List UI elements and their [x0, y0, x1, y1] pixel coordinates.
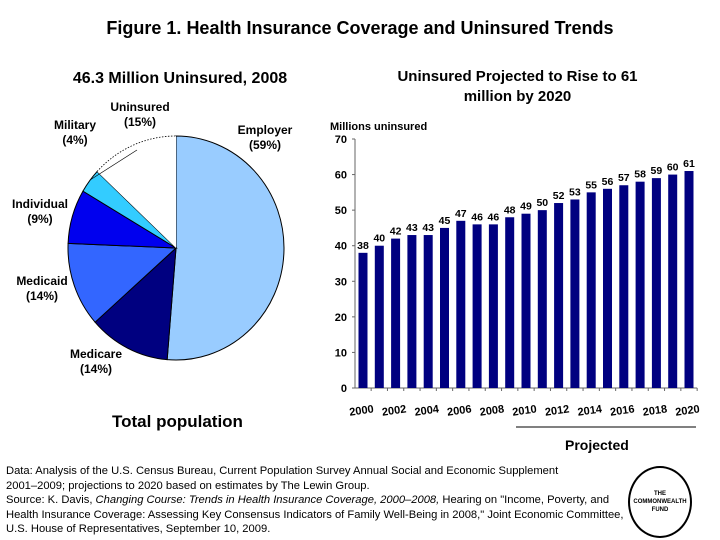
bar-2011 [537, 210, 547, 388]
data-note-line1: Data: Analysis of the U.S. Census Bureau… [6, 465, 559, 477]
bar-value-label: 46 [471, 211, 483, 223]
bar-2006 [456, 220, 466, 388]
x-tick-label: 2000 [349, 403, 375, 418]
bar-value-label: 53 [569, 186, 581, 198]
bar-2003 [407, 235, 417, 388]
bar-value-label: 56 [602, 176, 614, 188]
bar-value-label: 43 [406, 222, 418, 234]
bar-value-label: 55 [585, 179, 597, 191]
bar-2020 [684, 171, 694, 388]
bar-2019 [668, 174, 678, 388]
bar-value-label: 58 [634, 169, 646, 181]
x-tick-label: 2020 [675, 403, 701, 418]
y-tick-label: 40 [335, 241, 347, 253]
x-tick-label: 2010 [512, 403, 538, 418]
bar-value-label: 46 [488, 211, 500, 223]
x-tick-label: 2012 [544, 403, 570, 418]
pie-label-individual: Individual (9%) [11, 197, 68, 226]
y-tick-label: 0 [341, 383, 347, 395]
y-tick-label: 70 [335, 134, 347, 146]
bar-chart: 0 10 20 30 40 50 60 70 38 40 42 43 43 45 47 46 46 48 49 50 5… [335, 134, 701, 428]
pie-label-uninsured: Uninsured (15%) [110, 100, 170, 129]
bar-value-label: 43 [422, 222, 434, 234]
y-tick-label: 20 [335, 312, 347, 324]
x-tick-label: 2002 [381, 403, 407, 418]
bar-2004 [423, 235, 433, 388]
bar-2002 [391, 238, 401, 388]
pie-slice-medicaid [67, 242, 178, 323]
commonwealth-fund-logo: THE COMMONWEALTH FUND [628, 466, 692, 538]
pie-label-medicare: Medicare (14%) [69, 347, 123, 376]
pie-slice-uninsured [97, 136, 176, 248]
pie-label-medicaid: Medicaid (14%) [16, 274, 68, 303]
bar-2013 [570, 199, 580, 388]
pie-caption: Total population [112, 412, 243, 431]
bar-2017 [635, 181, 645, 388]
pie-slice-outline [96, 135, 177, 172]
y-tick-label: 30 [335, 276, 347, 288]
x-tick-label: 2018 [642, 403, 668, 418]
x-tick-label: 2008 [479, 403, 505, 418]
figure-title: Figure 1. Health Insurance Coverage and … [106, 18, 614, 38]
pie-label-military: Military (4%) [53, 118, 96, 147]
bar-2014 [586, 192, 596, 388]
pie-slice-military [82, 170, 177, 249]
bar-2009 [505, 217, 515, 388]
bar-value-label: 48 [504, 204, 516, 216]
bar-2001 [374, 245, 384, 388]
projected-annotation: Projected [565, 437, 629, 453]
bar-title: Uninsured Projected to Rise to 61 millio… [397, 68, 638, 105]
y-axis-label: Millions uninsured [330, 121, 428, 133]
x-tick-label: 2014 [577, 403, 604, 418]
pie-chart [67, 135, 285, 361]
bar-2007 [472, 224, 482, 388]
military-leader-line [89, 149, 138, 181]
bar-value-label: 50 [536, 197, 548, 209]
bar-value-label: 60 [667, 162, 679, 174]
x-tick-label: 2006 [446, 403, 472, 418]
y-tick-label: 60 [335, 170, 347, 182]
pie-slice-employer [166, 135, 285, 361]
bar-value-label: 45 [439, 215, 451, 227]
bar-2016 [619, 185, 629, 388]
bar-value-label: 61 [683, 158, 695, 170]
bar-value-label: 49 [520, 201, 532, 213]
bar-2005 [440, 227, 449, 388]
pie-title: 46.3 Million Uninsured, 2008 [72, 70, 288, 87]
x-tick-label: 2004 [414, 403, 441, 418]
data-note-line2: 2001–2009; projections to 2020 based on … [6, 479, 370, 492]
footnote: Data: Analysis of the U.S. Census Bureau… [6, 464, 626, 537]
source-note: Source: K. Davis, Changing Course: Trend… [6, 494, 624, 535]
pie-slice-medicare [94, 246, 177, 361]
bar-2018 [651, 178, 661, 388]
bar-2012 [554, 203, 564, 388]
bar-value-label: 52 [553, 190, 565, 202]
pie-label-employer: Employer (59%) [237, 123, 293, 152]
bar-value-label: 42 [390, 226, 402, 238]
bar-2015 [603, 188, 612, 388]
bar-value-label: 40 [373, 233, 385, 245]
y-tick-label: 50 [335, 205, 347, 217]
bar-value-label: 38 [357, 240, 369, 252]
bar-value-label: 47 [455, 208, 467, 220]
x-tick-label: 2016 [609, 403, 635, 418]
y-tick-label: 10 [335, 347, 347, 359]
bar-value-label: 59 [651, 165, 663, 177]
bar-value-label: 57 [618, 172, 630, 184]
bar-2008 [488, 224, 498, 388]
bar-2010 [521, 213, 531, 388]
bar-2000 [358, 252, 368, 388]
